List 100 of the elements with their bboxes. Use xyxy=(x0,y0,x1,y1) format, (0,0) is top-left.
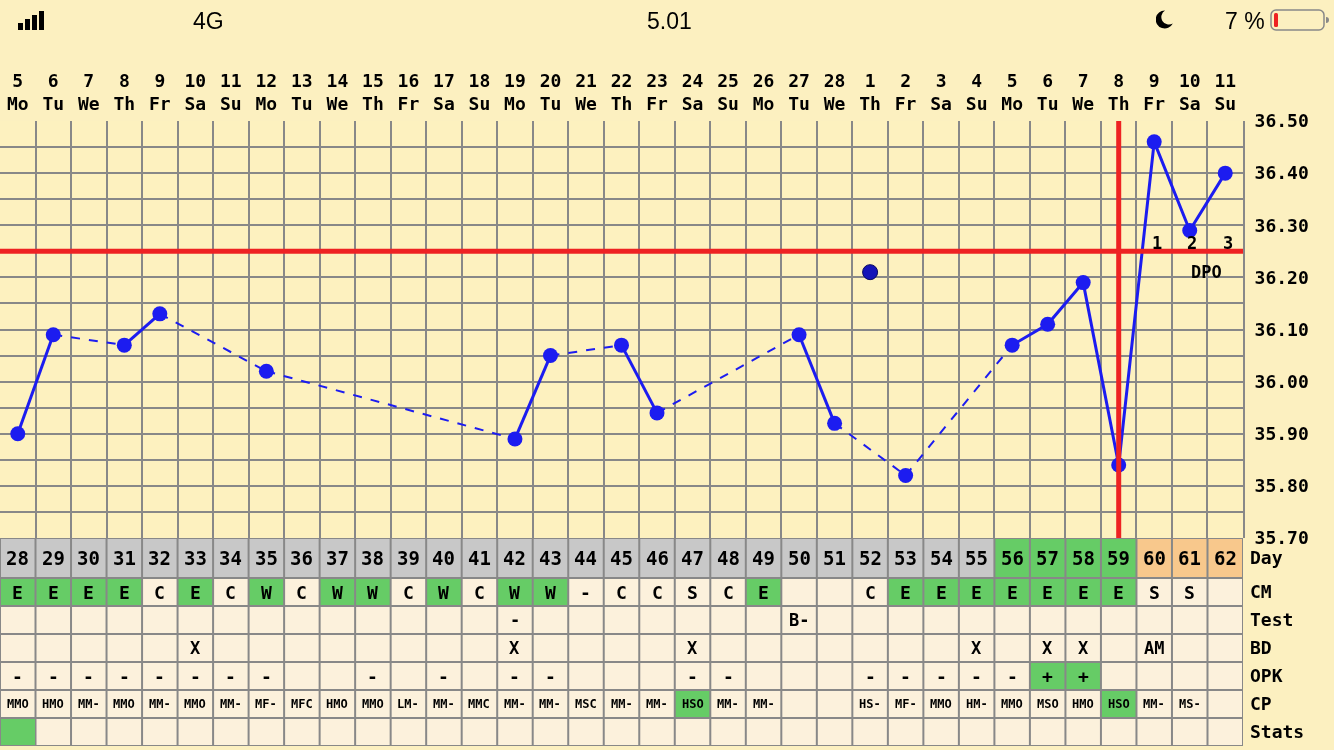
text: X xyxy=(1078,638,1089,658)
y-tick-label: CP xyxy=(1250,693,1272,715)
x-tick-label: 7 We xyxy=(1072,70,1095,115)
text: E xyxy=(900,582,911,603)
text: - xyxy=(83,666,94,687)
text: E xyxy=(48,582,59,603)
x-tick-label: 7 We xyxy=(77,70,100,115)
text: 45 xyxy=(610,547,633,569)
x-tick-label: 28 We xyxy=(823,70,846,115)
text: E xyxy=(119,582,130,603)
text: 51 xyxy=(823,547,846,569)
text: X xyxy=(971,638,982,658)
text: 61 xyxy=(1178,547,1201,569)
text: S xyxy=(687,582,698,603)
text: 56 xyxy=(1001,547,1024,569)
text: - xyxy=(900,666,911,687)
text: C xyxy=(225,582,236,603)
text: LM- xyxy=(397,697,419,711)
text: 48 xyxy=(717,547,740,569)
text: 58 xyxy=(1072,547,1095,569)
text: 57 xyxy=(1036,547,1059,569)
x-tick-label: 5 Mo xyxy=(1001,70,1023,115)
text: + xyxy=(1042,666,1053,687)
x-tick-label: 23 Fr xyxy=(646,70,668,115)
text: - xyxy=(687,666,698,687)
x-tick-label: 4 Su xyxy=(965,70,988,115)
x-tick-label: 10 Sa xyxy=(184,70,207,115)
text: 50 xyxy=(788,547,811,569)
y-tick-label: 36.20 xyxy=(1254,266,1309,288)
text: W xyxy=(509,582,520,603)
x-tick-label: 21 We xyxy=(575,70,597,115)
text: MMO xyxy=(113,697,135,711)
text: C xyxy=(154,582,165,603)
text: HS- xyxy=(859,697,881,711)
text: E xyxy=(1078,582,1089,603)
text: 47 xyxy=(681,547,704,569)
text: MM- xyxy=(611,697,633,711)
x-tick-label: 9 Fr xyxy=(1143,70,1166,115)
text: C xyxy=(723,582,734,603)
text: MM- xyxy=(504,697,526,711)
text: MF- xyxy=(255,697,277,711)
x-tick-label: 11 Su xyxy=(220,70,242,115)
x-tick-label: 5 Mo xyxy=(6,70,29,115)
text: E xyxy=(190,582,201,603)
x-tick-label: 20 Tu xyxy=(539,70,562,115)
text: MMO xyxy=(184,697,206,711)
text: - xyxy=(48,666,59,687)
text: W xyxy=(332,582,343,603)
text: MMO xyxy=(362,697,384,711)
text: E xyxy=(936,582,947,603)
text: AM xyxy=(1144,638,1165,658)
x-tick-label: 12 Mo xyxy=(255,70,278,115)
x-tick-label: 22 Th xyxy=(610,70,633,115)
x-tick-label: 18 Su xyxy=(468,70,491,115)
text: C xyxy=(616,582,627,603)
text: C xyxy=(865,582,876,603)
text: 36 xyxy=(290,547,313,569)
text: - xyxy=(119,666,130,687)
text: C xyxy=(474,582,485,603)
x-tick-label: 1 Th xyxy=(859,70,881,115)
text: 31 xyxy=(113,547,136,569)
text: MF- xyxy=(895,697,917,711)
text: HMO xyxy=(326,697,348,711)
text: 39 xyxy=(397,547,420,569)
text: - xyxy=(261,666,272,687)
text: X xyxy=(1042,638,1053,658)
text: S xyxy=(1149,582,1160,603)
text: 29 xyxy=(42,547,65,569)
text: 55 xyxy=(965,547,988,569)
text: 43 xyxy=(539,547,562,569)
text: W xyxy=(545,582,556,603)
text: MM- xyxy=(220,697,242,711)
text: B- xyxy=(789,610,810,630)
text: W xyxy=(261,582,272,603)
text: MM- xyxy=(753,697,775,711)
text: C xyxy=(403,582,414,603)
text: - xyxy=(225,666,236,687)
x-tick-label: 8 Th xyxy=(1107,70,1130,115)
x-tick-label: 8 Th xyxy=(113,70,136,115)
text: X xyxy=(687,638,698,658)
x-tick-label: 13 Tu xyxy=(291,70,313,115)
text: 4G xyxy=(193,8,224,34)
text: 32 xyxy=(148,547,171,569)
text: C xyxy=(652,582,663,603)
annotation: 1 xyxy=(1152,233,1163,253)
text: 35 xyxy=(255,547,278,569)
text: - xyxy=(154,666,165,687)
text: C xyxy=(296,582,307,603)
text: MM- xyxy=(646,697,668,711)
text: MM- xyxy=(433,697,455,711)
text: X xyxy=(190,638,201,658)
text: 33 xyxy=(184,547,207,569)
text: X xyxy=(509,638,520,658)
text: 60 xyxy=(1143,547,1166,569)
text: E xyxy=(1007,582,1018,603)
text: 49 xyxy=(752,547,775,569)
text: 44 xyxy=(574,547,597,569)
x-tick-label: 24 Sa xyxy=(681,70,704,115)
text: MM- xyxy=(717,697,739,711)
text: 62 xyxy=(1214,547,1237,569)
